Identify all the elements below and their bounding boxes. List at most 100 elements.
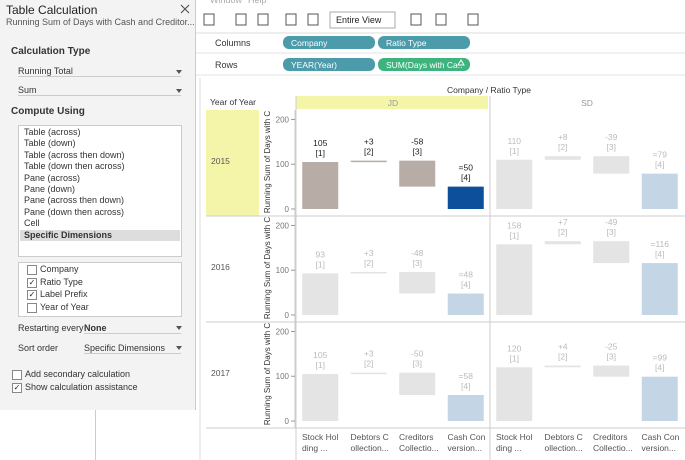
compute-option[interactable]: Pane (down then across) [24,206,125,217]
toolbar-icon-sort[interactable] [203,13,215,26]
value-label: +3 [364,349,374,359]
company-header: JD [388,98,398,108]
pill[interactable] [283,36,375,49]
waterfall-bar [302,273,339,315]
index-label: [4] [655,249,664,259]
index-label: [3] [413,258,422,268]
waterfall-bar [496,367,533,421]
index-label: [2] [558,142,567,152]
sort-dropdown[interactable]: Specific Dimensions [84,343,181,354]
option-checkbox[interactable] [12,370,22,380]
panel-subtitle: Running Sum of Days with Cash and Credit… [6,17,195,27]
toolbar-icon-present[interactable] [435,13,447,26]
year-cell-bg [206,110,259,216]
dimension-label: Label Prefix [40,289,88,299]
y-tick-label: 100 [276,372,290,381]
toolbar-icon-bar[interactable] [410,13,422,26]
compute-option[interactable]: Table (down then across) [24,161,125,172]
toolbar-icon-share[interactable] [467,13,479,26]
toolbar-icon-clip[interactable] [257,13,269,26]
y-tick-label: 0 [285,205,290,214]
value-label: -48 [411,248,424,258]
pill-label: YEAR(Year) [291,60,337,70]
calc-type-dropdown[interactable]: Running Total [18,66,181,77]
pill[interactable] [283,58,375,71]
waterfall-bar [544,156,581,160]
value-label: -25 [605,341,618,351]
index-label: [1] [510,230,519,240]
shelf-label: Columns [215,38,251,48]
compute-option[interactable]: Pane (across) [24,172,81,183]
fit-label: Entire View [336,15,382,25]
waterfall-bar [544,241,581,245]
option-checkbox[interactable]: ✓ [12,383,22,393]
menu-item[interactable]: Help [248,0,267,5]
aggregation-dropdown[interactable]: Sum [18,85,181,96]
dimension-checkbox[interactable] [27,265,37,275]
workspace: Window Help Entire View Columns Company Ratio… [196,0,685,460]
year-label: 2015 [211,156,230,166]
compute-option[interactable]: Cell [24,218,40,229]
axis-title: Running Sum of Days with C [263,217,272,319]
toolbar-icon-pin[interactable] [307,13,319,26]
ratio-type-label: Creditors Collectio... [593,432,633,453]
fit-dropdown[interactable] [329,11,396,29]
value-label: +8 [558,132,568,142]
value-label: -49 [605,217,618,227]
compute-option[interactable]: Table (across) [24,127,81,137]
pill[interactable] [378,58,470,71]
waterfall-bar [350,372,387,375]
ratio-type-label: Cash Conversion... [447,432,486,453]
year-label: 2017 [211,368,230,378]
waterfall-bar [496,159,533,209]
viz-title: Company / Ratio Type [447,85,531,95]
ratio-type-label: Stock Holding ... [496,432,533,453]
axis-title: Running Sum of Days with C [263,323,272,425]
compute-option[interactable]: Table (across then down) [24,149,125,160]
index-label: [3] [413,359,422,369]
field-label: Restarting every [18,323,84,333]
value-label: -50 [411,349,424,359]
value-label: 158 [507,220,521,230]
dimension-label: Year of Year [40,301,89,312]
waterfall-bar [302,374,339,421]
index-label: [4] [655,363,664,373]
index-label: [2] [558,227,567,237]
index-label: [1] [316,148,325,158]
total-bar [641,376,678,421]
compute-option[interactable]: Specific Dimensions [20,229,180,241]
section-label: Calculation Type [11,46,91,57]
close-button[interactable] [180,4,190,14]
value-label: -58 [411,137,424,147]
dropdown-arrow [176,89,182,93]
ratio-type-label: Cash Conversion... [641,432,680,453]
value-label: 110 [507,136,521,146]
toolbar-icon-label[interactable] [285,13,297,26]
index-label: [2] [558,351,567,361]
restart-dropdown[interactable]: None [84,323,181,334]
waterfall-bar [399,160,436,187]
waterfall-bar [350,272,387,274]
menu-item[interactable]: Window [210,0,243,5]
waterfall-bar [350,160,387,163]
pill[interactable] [378,36,470,49]
y-tick-label: 200 [276,327,290,336]
row-header: Year of Year [210,97,256,107]
value-label: =58 [459,371,474,381]
compute-option[interactable]: Pane (across then down) [24,195,125,206]
dimension-checkbox[interactable]: ✓ [27,290,37,300]
toolbar-icon-pen[interactable] [235,13,247,26]
compute-option[interactable]: Pane (down) [24,184,76,194]
total-bar [641,173,678,209]
pill-label: Company [291,38,328,48]
compute-option[interactable]: Table (down) [24,138,76,149]
value-label: 105 [313,350,327,360]
value-label: =48 [459,270,474,280]
option-label: Add secondary calculation [25,369,131,379]
dimension-list [18,262,182,317]
value-label: +3 [364,137,374,147]
dimension-checkbox[interactable] [27,302,37,313]
dimension-checkbox[interactable]: ✓ [27,277,37,288]
dimension-label: Ratio Type [40,276,83,287]
